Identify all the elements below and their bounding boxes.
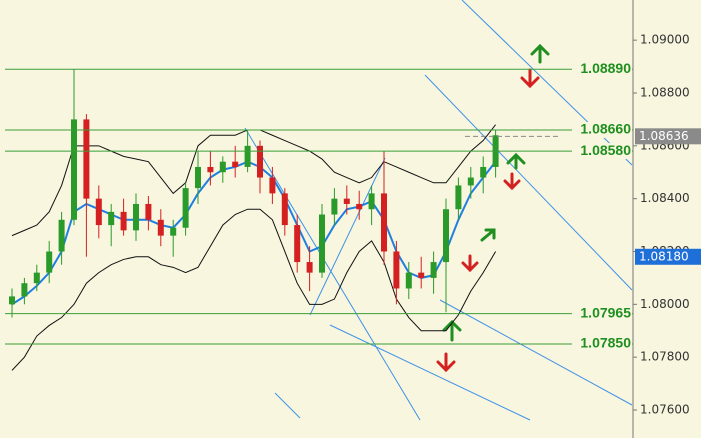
candle-body: [219, 161, 226, 173]
y-tick-label: 1.07600: [640, 402, 690, 416]
level-label-bg: [572, 305, 632, 322]
candle-body: [257, 145, 263, 178]
candle-body: [368, 193, 375, 210]
candle-body: [133, 203, 139, 231]
candle-body: [455, 185, 462, 210]
candle-body: [21, 283, 28, 297]
level-label-bg: [572, 61, 632, 78]
candle-body: [343, 198, 350, 204]
candle-body: [108, 211, 115, 226]
candle-body: [170, 227, 177, 236]
candle-body: [157, 219, 164, 236]
moving-average: [11, 160, 497, 306]
candle-body: [9, 296, 15, 305]
bollinger-band: [11, 208, 497, 371]
candle-body: [58, 219, 65, 252]
candle-body: [120, 211, 127, 231]
candle-body: [33, 272, 40, 284]
candle-body: [95, 198, 102, 226]
marker-price-box: [635, 248, 701, 265]
level-label-bg: [572, 143, 632, 160]
candle-body: [182, 188, 189, 228]
candle-body: [405, 272, 412, 289]
candle-body: [393, 251, 400, 289]
level-label: 1.07850: [580, 335, 631, 351]
candle-body: [145, 203, 152, 220]
candle-body: [195, 166, 201, 189]
candle-body: [294, 225, 301, 263]
level-label: 1.07965: [580, 304, 631, 320]
level-label: 1.08580: [580, 142, 631, 158]
y-tick-label: 1.07800: [640, 350, 690, 364]
level-label: 1.08660: [580, 121, 631, 137]
candle-body: [244, 145, 251, 167]
y-tick-label: 1.08800: [640, 85, 690, 99]
level-label: 1.08890: [580, 60, 631, 76]
current-price-box: [635, 128, 701, 145]
candle-body: [306, 262, 313, 273]
candle-body: [430, 262, 437, 278]
candle-body: [467, 177, 474, 186]
y-tick-label: 1.09000: [640, 33, 690, 47]
candle-body: [83, 119, 90, 199]
candle-body: [319, 214, 325, 273]
candle-body: [418, 272, 425, 278]
candle-body: [207, 166, 214, 173]
candle-body: [71, 119, 77, 220]
candle-body: [381, 193, 387, 252]
marker-price-label: 1.08180: [639, 249, 689, 263]
candle-body: [269, 177, 276, 194]
candle-body: [356, 203, 363, 210]
level-label-bg: [572, 335, 632, 352]
candle-body: [281, 193, 288, 226]
level-label-bg: [572, 121, 632, 138]
candle-body: [331, 198, 338, 215]
signal-arrows: [436, 43, 550, 373]
y-tick-label: 1.08400: [640, 191, 690, 205]
current-price-label: 1.08636: [639, 129, 689, 143]
candle-body: [443, 209, 449, 263]
candle-body: [480, 166, 487, 178]
candle-body: [46, 251, 53, 273]
candle-body: [232, 161, 239, 167]
y-tick-label: 1.08000: [640, 297, 690, 311]
